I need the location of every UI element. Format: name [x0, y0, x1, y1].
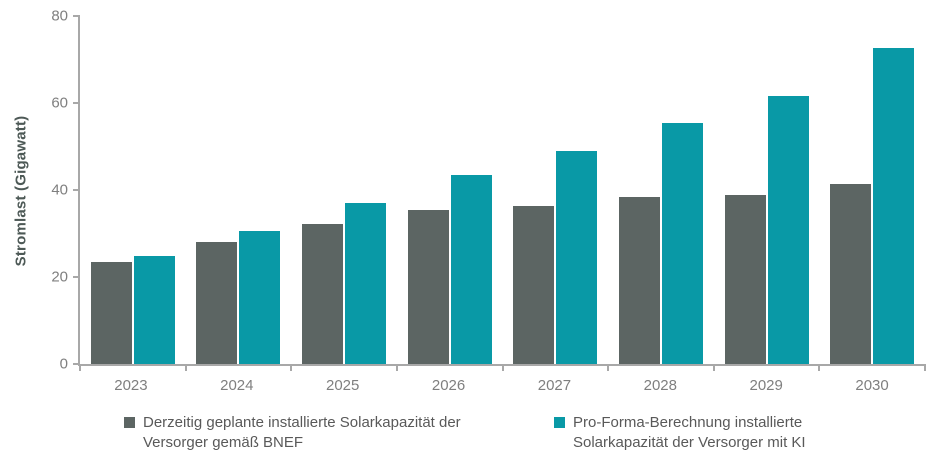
bar: [724, 194, 766, 364]
bar: [661, 122, 703, 364]
bar: [556, 151, 598, 364]
bar: [90, 261, 132, 364]
bar-group-2030: [819, 16, 925, 364]
x-tick-label: 2026: [431, 377, 466, 394]
bar: [196, 242, 238, 364]
x-tick-mark: [290, 364, 293, 371]
bars-area: [80, 16, 925, 364]
y-tick-mark: [73, 102, 80, 104]
y-tick-mark: [73, 189, 80, 191]
y-tick-label: 40: [51, 181, 68, 199]
legend-item-ki: Pro-Forma-Berechnung installierte Solark…: [554, 413, 838, 453]
y-tick-label: 20: [51, 268, 68, 286]
x-tick-label: 2023: [114, 377, 148, 394]
x-tick-label: 2025: [326, 377, 360, 394]
y-tick-label: 80: [51, 7, 68, 25]
bar: [450, 174, 492, 364]
x-tick-label: 2024: [220, 377, 254, 394]
x-tick-label: 2027: [537, 377, 572, 394]
x-tick-mark: [395, 364, 398, 371]
bar: [239, 230, 281, 364]
bar: [873, 48, 915, 364]
x-axis-ticks: [79, 364, 926, 373]
x-tick-label: 2030: [855, 377, 889, 394]
x-tick-mark: [924, 364, 926, 371]
x-tick-label: 2028: [643, 377, 677, 394]
legend-label-bnef: Derzeitig geplante installierte Solarkap…: [143, 414, 461, 451]
bar-group-2024: [186, 16, 292, 364]
x-tick-mark: [501, 364, 504, 371]
legend-item-bnef: Derzeitig geplante installierte Solarkap…: [124, 413, 518, 453]
bar: [618, 196, 660, 364]
bar: [407, 210, 449, 364]
bar: [767, 96, 809, 364]
legend-marker-gray-square: [124, 417, 135, 428]
bar: [345, 203, 387, 364]
y-tick-mark: [73, 276, 80, 278]
y-axis-title: Stromlast (Gigawatt): [12, 115, 30, 267]
bar-group-2027: [503, 16, 609, 364]
x-tick-mark: [184, 364, 187, 371]
x-tick-mark: [818, 364, 821, 371]
bar-group-2026: [397, 16, 503, 364]
bar-group-2028: [608, 16, 714, 364]
y-tick-mark: [73, 15, 80, 17]
bar-group-2023: [80, 16, 186, 364]
bar: [830, 183, 872, 364]
bar: [133, 256, 175, 364]
bar-group-2025: [291, 16, 397, 364]
bar-group-2029: [714, 16, 820, 364]
plot-area: 0 20 40 60 80: [51, 8, 926, 373]
y-tick-label: 0: [59, 355, 68, 373]
legend-marker-teal-square: [554, 417, 565, 428]
x-tick-mark: [79, 364, 81, 371]
x-tick-mark: [607, 364, 610, 371]
x-axis-labels: 2023 2024 2025 2026 2027 2028 2029 2030: [78, 377, 925, 394]
bar: [513, 205, 555, 364]
legend: Derzeitig geplante installierte Solarkap…: [124, 413, 838, 453]
legend-label-ki: Pro-Forma-Berechnung installierte Solark…: [573, 414, 806, 451]
y-tick-label: 60: [51, 94, 68, 112]
y-tick-mark: [73, 363, 80, 365]
x-tick-mark: [712, 364, 715, 371]
bar: [302, 224, 344, 364]
x-tick-label: 2029: [749, 377, 783, 394]
